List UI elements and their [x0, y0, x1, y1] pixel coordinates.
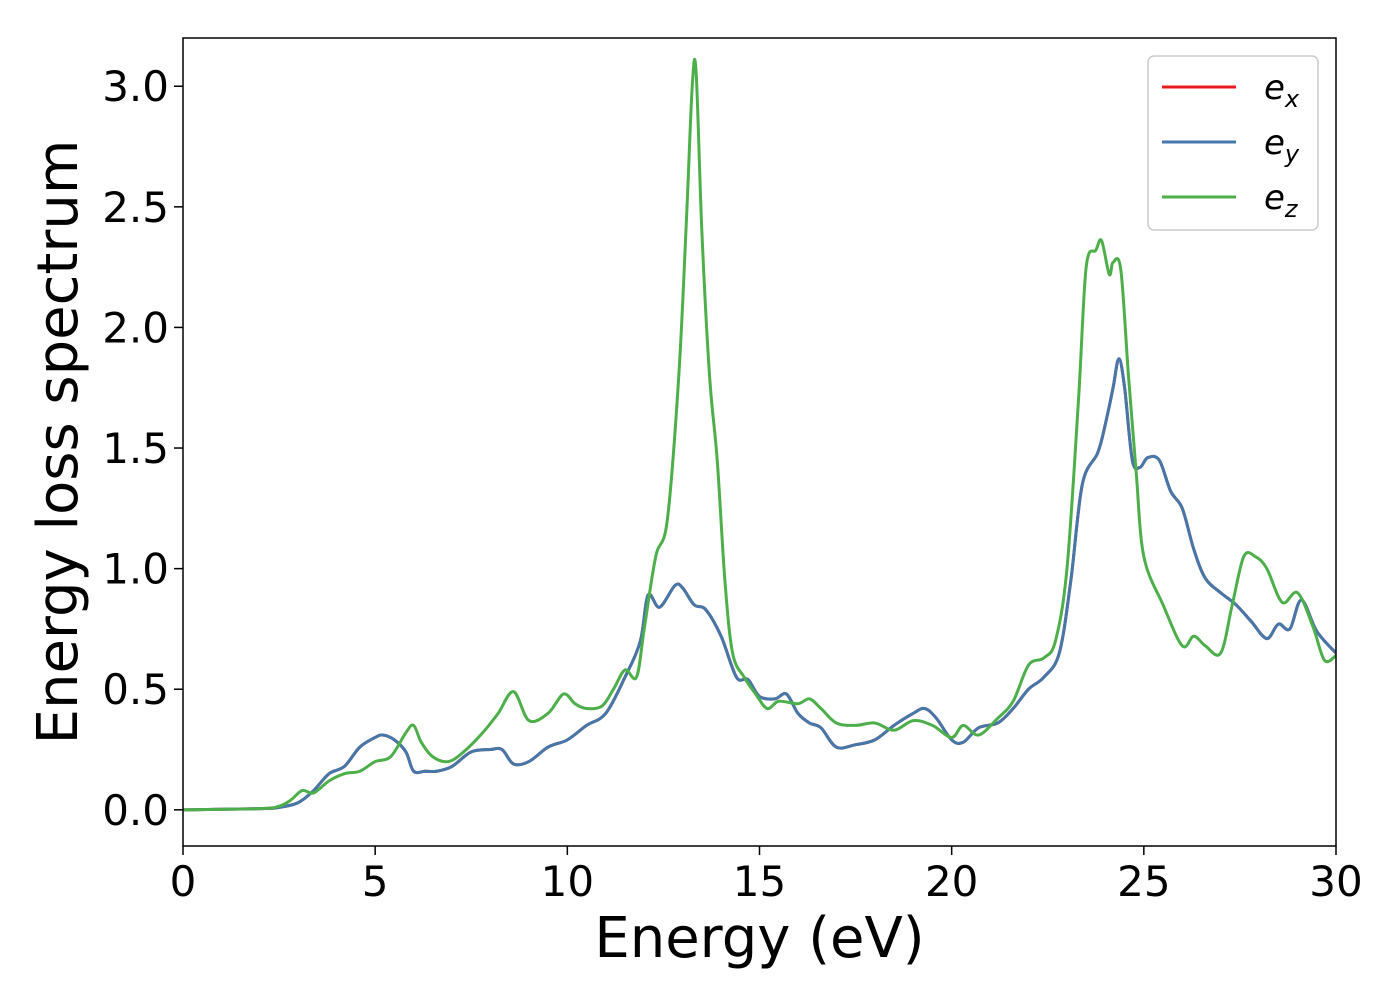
y-tick-label: 3.0: [102, 62, 169, 111]
y-tick-label: 0.5: [102, 665, 169, 714]
legend-subscript: y: [1284, 140, 1300, 168]
x-tick-label: 0: [170, 857, 197, 906]
y-tick-label: 1.0: [102, 545, 169, 594]
x-axis-ticks: 0 5 10 15 20 25 30: [170, 846, 1363, 906]
x-axis-label: Energy (eV): [594, 906, 924, 971]
legend-subscript: z: [1284, 195, 1299, 223]
series-layer: [183, 57, 1336, 812]
x-tick-label: 15: [733, 857, 786, 906]
y-axis-label: Energy loss spectrum: [26, 140, 91, 745]
y-axis-ticks: 0.0 0.5 1.0 1.5 2.0 2.5 3.0: [102, 62, 183, 835]
series-line-ez: [183, 57, 1336, 812]
x-tick-label: 5: [362, 857, 389, 906]
legend-label-ez: ez: [1264, 178, 1299, 223]
legend-subscript: x: [1284, 85, 1300, 113]
y-tick-label: 2.0: [102, 303, 169, 352]
x-tick-label: 25: [1117, 857, 1170, 906]
x-tick-label: 10: [541, 857, 594, 906]
y-tick-label: 2.5: [102, 183, 169, 232]
series-line-ey: [183, 357, 1336, 812]
x-tick-label: 20: [925, 857, 978, 906]
y-tick-label: 1.5: [102, 424, 169, 473]
y-tick-label: 0.0: [102, 786, 169, 835]
series-line-ex: [183, 357, 1336, 812]
x-tick-label: 30: [1309, 857, 1362, 906]
